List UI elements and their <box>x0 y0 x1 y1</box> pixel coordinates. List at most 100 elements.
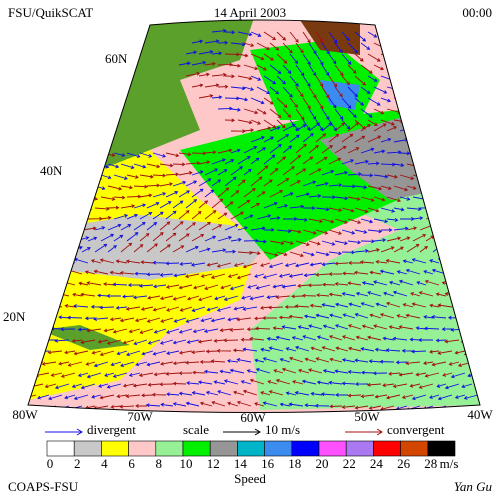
wind-arrow <box>254 358 265 363</box>
wind-arrow <box>199 360 213 364</box>
wind-arrow <box>367 229 383 234</box>
wind-arrow <box>438 194 454 199</box>
wind-arrow <box>458 72 473 77</box>
wind-arrow <box>28 291 31 297</box>
legend-arrow <box>345 428 383 436</box>
wind-arrow <box>34 325 50 330</box>
wind-arrow <box>273 369 284 374</box>
wind-arrow <box>214 295 226 301</box>
wind-arrow <box>237 199 251 209</box>
wind-arrow <box>354 159 369 165</box>
wind-arrow <box>451 152 464 158</box>
wind-arrow <box>269 240 285 246</box>
wind-arrow <box>237 226 248 231</box>
wind-arrow <box>375 302 388 308</box>
wind-arrow <box>302 206 316 210</box>
wind-arrow <box>204 61 216 66</box>
colorbar-swatch <box>318 440 347 457</box>
wind-arrow <box>334 196 349 201</box>
wind-arrow <box>185 401 200 407</box>
wind-arrow <box>28 372 37 377</box>
wind-arrow <box>279 357 291 363</box>
wind-arrow <box>146 272 161 277</box>
wind-arrow <box>302 133 314 143</box>
wind-arrow <box>166 306 180 312</box>
wind-arrow <box>71 383 83 389</box>
wind-arrow <box>269 189 284 198</box>
wind-arrow <box>315 272 330 277</box>
wind-arrow <box>458 222 469 231</box>
wind-arrow <box>448 361 460 366</box>
wind-arrow <box>458 201 473 209</box>
wind-arrow <box>152 173 167 178</box>
wind-arrow <box>211 224 223 231</box>
wind-arrow <box>321 42 330 55</box>
wind-arrow <box>160 361 174 366</box>
wind-arrow <box>166 392 180 397</box>
wind-arrow <box>282 86 293 98</box>
wind-arrow <box>120 242 133 253</box>
wind-arrow <box>471 51 480 56</box>
wind-arrow <box>444 291 460 297</box>
wind-arrow <box>165 191 179 198</box>
wind-arrow <box>328 229 342 235</box>
wind-arrow <box>411 258 427 264</box>
wind-arrow <box>315 156 328 165</box>
wind-arrow <box>402 259 414 264</box>
wind-arrow <box>458 50 472 55</box>
colorbar-tick-label: 16 <box>261 456 275 471</box>
wind-arrow <box>367 75 378 82</box>
wind-arrow <box>316 293 330 298</box>
wind-arrow <box>58 270 70 275</box>
wind-arrow <box>412 127 423 132</box>
wind-arrow <box>232 348 245 353</box>
wind-arrow <box>463 394 479 400</box>
wind-arrow <box>458 242 471 253</box>
wind-arrow <box>291 294 304 299</box>
wind-arrow <box>37 258 50 264</box>
wind-arrow <box>81 207 93 212</box>
wind-arrow <box>224 74 235 79</box>
wind-arrow <box>328 292 343 297</box>
wind-arrow <box>276 134 290 143</box>
colorbar-tick-label: 24 <box>370 456 384 471</box>
wind-arrow <box>159 221 171 231</box>
wind-arrow <box>438 104 454 110</box>
wind-arrow <box>159 244 171 253</box>
wind-arrow <box>247 284 258 289</box>
wind-arrow <box>146 183 161 188</box>
wind-arrow <box>477 152 480 158</box>
wind-arrow <box>269 108 282 119</box>
wind-arrow <box>308 194 322 198</box>
wind-arrow <box>227 273 239 279</box>
wind-arrow <box>432 71 448 77</box>
wind-arrow <box>262 316 277 320</box>
wind-arrow <box>213 338 226 343</box>
colorbar-tick-label: 20 <box>316 456 329 471</box>
wind-arrow <box>477 85 480 90</box>
header-source: FSU/QuikSCAT <box>8 5 93 20</box>
colorbar-tick-label: 22 <box>343 456 356 471</box>
wind-arrow <box>412 84 424 89</box>
wind-arrow <box>425 105 437 110</box>
wind-arrow <box>110 361 122 367</box>
wind-arrow <box>355 291 369 297</box>
wind-arrow <box>233 262 245 267</box>
wind-arrow <box>398 325 414 330</box>
wind-arrow <box>285 347 297 352</box>
wind-arrow <box>224 159 235 165</box>
wind-arrow <box>229 368 245 374</box>
wind-arrow <box>48 394 63 401</box>
wind-arrow <box>230 237 242 242</box>
wind-arrow <box>295 108 305 121</box>
wind-arrow <box>432 141 444 146</box>
wind-arrow <box>419 185 435 191</box>
wind-arrow <box>458 94 472 99</box>
wind-arrow <box>458 28 473 33</box>
wind-arrow <box>254 273 265 278</box>
wind-arrow <box>86 372 102 379</box>
wind-arrow <box>256 165 269 176</box>
wind-arrow <box>178 233 190 242</box>
wind-arrow <box>438 60 454 66</box>
